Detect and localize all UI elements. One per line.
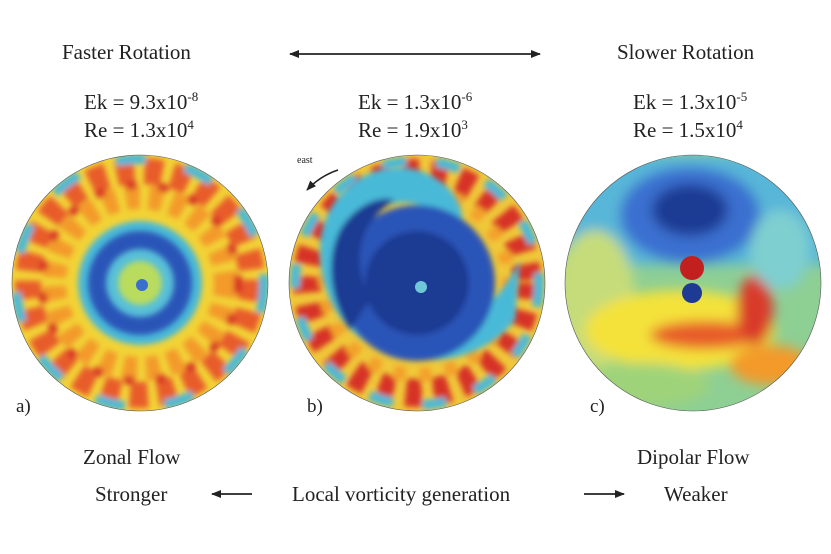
panel-c-re: Re = 1.5x104 <box>633 117 743 142</box>
panel-b-re: Re = 1.9x103 <box>358 117 468 142</box>
east-arrow <box>306 169 339 191</box>
panel-a-re: Re = 1.3x104 <box>84 117 194 142</box>
local-vorticity-label: Local vorticity generation <box>292 482 511 506</box>
panel-a-params: Ek = 9.3x10-8 Re = 1.3x104 <box>84 88 198 144</box>
panel-a-ek: Ek = 9.3x10-8 <box>84 89 199 114</box>
faster-rotation-title: Faster Rotation <box>62 40 191 64</box>
stronger-label: Stronger <box>95 482 168 506</box>
panel-c-ek: Ek = 1.3x10-5 <box>633 89 748 114</box>
panel-c-label: c) <box>590 396 605 417</box>
panel-a-label: a) <box>16 396 31 417</box>
panel-b-vorticity-map <box>289 155 545 411</box>
dipolar-flow-label: Dipolar Flow <box>637 445 750 469</box>
slower-rotation-title: Slower Rotation <box>617 40 755 64</box>
zonal-flow-label: Zonal Flow <box>83 445 181 469</box>
panel-b-ek: Ek = 1.3x10-6 <box>358 89 473 114</box>
panel-c-params: Ek = 1.3x10-5 Re = 1.5x104 <box>633 88 747 144</box>
panel-a-vorticity-map <box>12 155 268 411</box>
weaker-label: Weaker <box>664 482 728 506</box>
panel-b-label: b) <box>307 396 323 417</box>
east-label: east <box>297 155 313 166</box>
panel-b-params: Ek = 1.3x10-6 Re = 1.9x103 <box>358 88 472 144</box>
